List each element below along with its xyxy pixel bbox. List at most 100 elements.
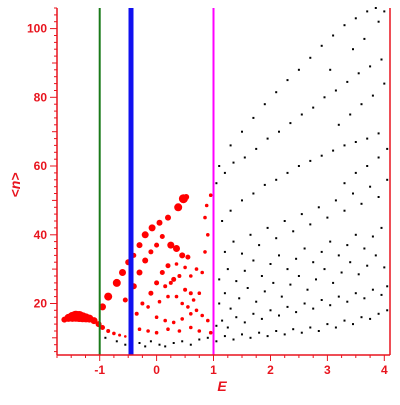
data-point [297,165,300,167]
data-point-highlight [197,329,202,333]
data-point [320,44,323,47]
data-point [229,307,232,310]
data-point [252,259,255,262]
data-point [369,317,372,320]
data-point-highlight [188,291,193,296]
data-point [295,257,298,260]
data-point [252,312,255,315]
data-point [377,156,380,159]
data-point-highlight [171,276,177,282]
data-point [371,235,374,238]
data-point-highlight [189,312,193,316]
data-point-highlight [203,215,207,220]
data-point [374,7,377,9]
data-point [266,226,269,229]
data-point-highlight [148,224,156,232]
data-point [198,338,201,341]
data-point [380,226,383,229]
data-point-highlight [183,194,190,200]
data-point [343,144,346,147]
data-point-highlight [208,330,213,335]
data-point-highlight [112,331,116,336]
data-point-highlight [134,311,139,316]
data-point [363,297,366,300]
data-point [223,171,226,174]
data-point-highlight [163,284,168,289]
data-point-highlight [206,233,210,237]
data-point [218,278,221,281]
data-point [238,297,241,300]
data-point-highlight [191,298,196,302]
y-tick-label: 20 [34,297,48,311]
x-tick-label: 3 [324,363,331,377]
data-point [263,103,266,106]
data-point [115,340,118,343]
data-point [223,250,226,253]
data-point-highlight [200,270,204,275]
data-point [215,340,218,343]
data-point-highlight [154,315,159,320]
data-point-highlight [174,262,179,266]
data-point-highlight [118,333,122,337]
data-point [275,91,278,94]
data-point-highlight [146,329,150,333]
data-point [243,269,246,272]
data-point [300,331,303,334]
data-point-highlight [189,274,193,278]
data-point [246,287,249,289]
data-point [241,252,243,255]
data-point-highlight [200,313,204,318]
data-point [334,89,337,92]
data-point [292,230,295,233]
data-point-highlight [156,219,163,226]
data-point [309,159,312,162]
data-point [343,182,346,185]
data-point [275,237,278,240]
data-point-highlight [119,269,126,276]
data-point [303,247,306,250]
data-point [354,141,357,143]
data-point [320,299,323,301]
data-point [300,113,303,116]
data-point [172,342,175,344]
data-point [232,161,235,164]
data-point [206,336,209,339]
data-point-highlight [159,234,165,239]
data-point [215,324,218,327]
data-point [309,56,312,59]
data-point-highlight [124,335,127,338]
data-point-highlight [183,265,187,270]
data-point [329,240,332,243]
data-point [354,233,357,236]
data-point [352,323,354,326]
data-point-highlight [194,308,199,313]
data-point [289,122,292,125]
data-point-highlight [177,274,182,278]
data-point-highlight [112,278,121,287]
data-point-highlight [100,325,105,330]
data-point [149,340,152,343]
data-point [386,309,389,312]
data-point [243,321,246,324]
data-point [249,336,252,339]
data-point [383,82,386,85]
data-point-highlight [154,330,159,335]
data-point [258,244,261,247]
x-tick-label: -1 [94,363,105,377]
data-point [354,171,357,174]
data-point [332,34,335,37]
marks-layer [61,7,389,348]
data-point [346,244,349,247]
data-point [280,295,283,298]
vertical-lines-layer [98,8,215,355]
data-point [380,293,383,296]
data-point [366,10,369,13]
data-point [278,130,280,133]
data-point [252,116,255,119]
data-point-highlight [203,250,207,254]
data-point [343,24,346,27]
data-point [354,17,357,20]
data-point [104,336,107,339]
data-point-highlight [148,290,154,296]
data-point [269,263,272,265]
